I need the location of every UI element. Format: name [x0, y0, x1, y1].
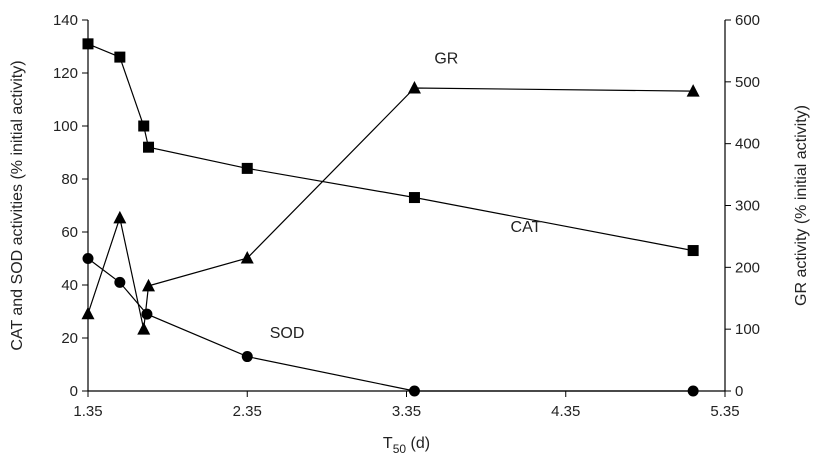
sod-point	[241, 351, 253, 363]
y2-tick-label: 300	[735, 198, 760, 215]
gr-series-label: GR	[434, 50, 458, 67]
sod-point	[408, 385, 420, 397]
sod-point	[114, 276, 126, 288]
cat-series-label: CAT	[511, 219, 542, 236]
sod-point	[687, 385, 699, 397]
left-y-axis-title: CAT and SOD activities (% initial activi…	[9, 60, 26, 350]
cat-point	[114, 51, 126, 63]
sod-point	[141, 308, 153, 320]
sod-point	[82, 253, 94, 264]
right-y-axis-title: GR activity (% initial activity)	[793, 105, 810, 306]
gr-series-line	[87, 87, 694, 330]
y2-tick-label: 0	[735, 383, 743, 400]
sod-series-label: SOD	[270, 325, 305, 342]
y-tick-label: 80	[61, 171, 78, 188]
cat-point	[408, 192, 420, 204]
x-axis-title-unit: (d)	[406, 435, 430, 452]
y2-tick-label: 200	[735, 259, 760, 276]
sod-series-line	[87, 258, 694, 392]
y2-tick-label: 500	[735, 74, 760, 91]
cat-point	[241, 162, 253, 174]
cat-point	[82, 38, 94, 50]
y2-tick-label: 600	[735, 12, 760, 29]
y-tick-label: 20	[61, 330, 78, 347]
gr-point	[137, 322, 151, 335]
gr-point	[142, 278, 156, 292]
y-tick-label: 100	[53, 118, 78, 135]
gr-point	[113, 210, 127, 224]
x-tick-label: 2.35	[233, 403, 262, 420]
y-tick-label: 120	[53, 65, 78, 82]
cat-point	[138, 120, 150, 132]
gr-point	[407, 81, 421, 94]
y2-tick-label: 400	[735, 136, 760, 153]
x-axis-title-subscript: 50	[393, 442, 407, 456]
cat-series-line	[87, 43, 694, 252]
x-axis-title-main: T	[383, 435, 393, 452]
x-axis-title: T50 (d)	[383, 435, 430, 456]
axes	[87, 20, 726, 392]
cat-point	[687, 245, 699, 257]
series-labels: CAT SOD GR	[270, 50, 542, 342]
y-tick-label: 40	[61, 277, 78, 294]
cat-point	[143, 141, 155, 153]
y-tick-label: 0	[70, 383, 78, 400]
gr-point	[686, 84, 700, 97]
gr-point	[81, 306, 95, 320]
x-tick-label: 5.35	[710, 403, 739, 420]
x-tick-label: 1.35	[73, 403, 102, 420]
y2-tick-label: 100	[735, 321, 760, 338]
ticks: 1.35 2.35 3.35 4.35 5.35 0 20 40 60 80 100 120 140 0 1…	[53, 12, 760, 420]
x-tick-label: 4.35	[551, 403, 580, 420]
y-tick-label: 60	[61, 224, 78, 241]
gr-point	[240, 251, 254, 264]
series-layer	[81, 38, 700, 397]
x-tick-label: 3.35	[392, 403, 421, 420]
y-tick-label: 140	[53, 12, 78, 29]
